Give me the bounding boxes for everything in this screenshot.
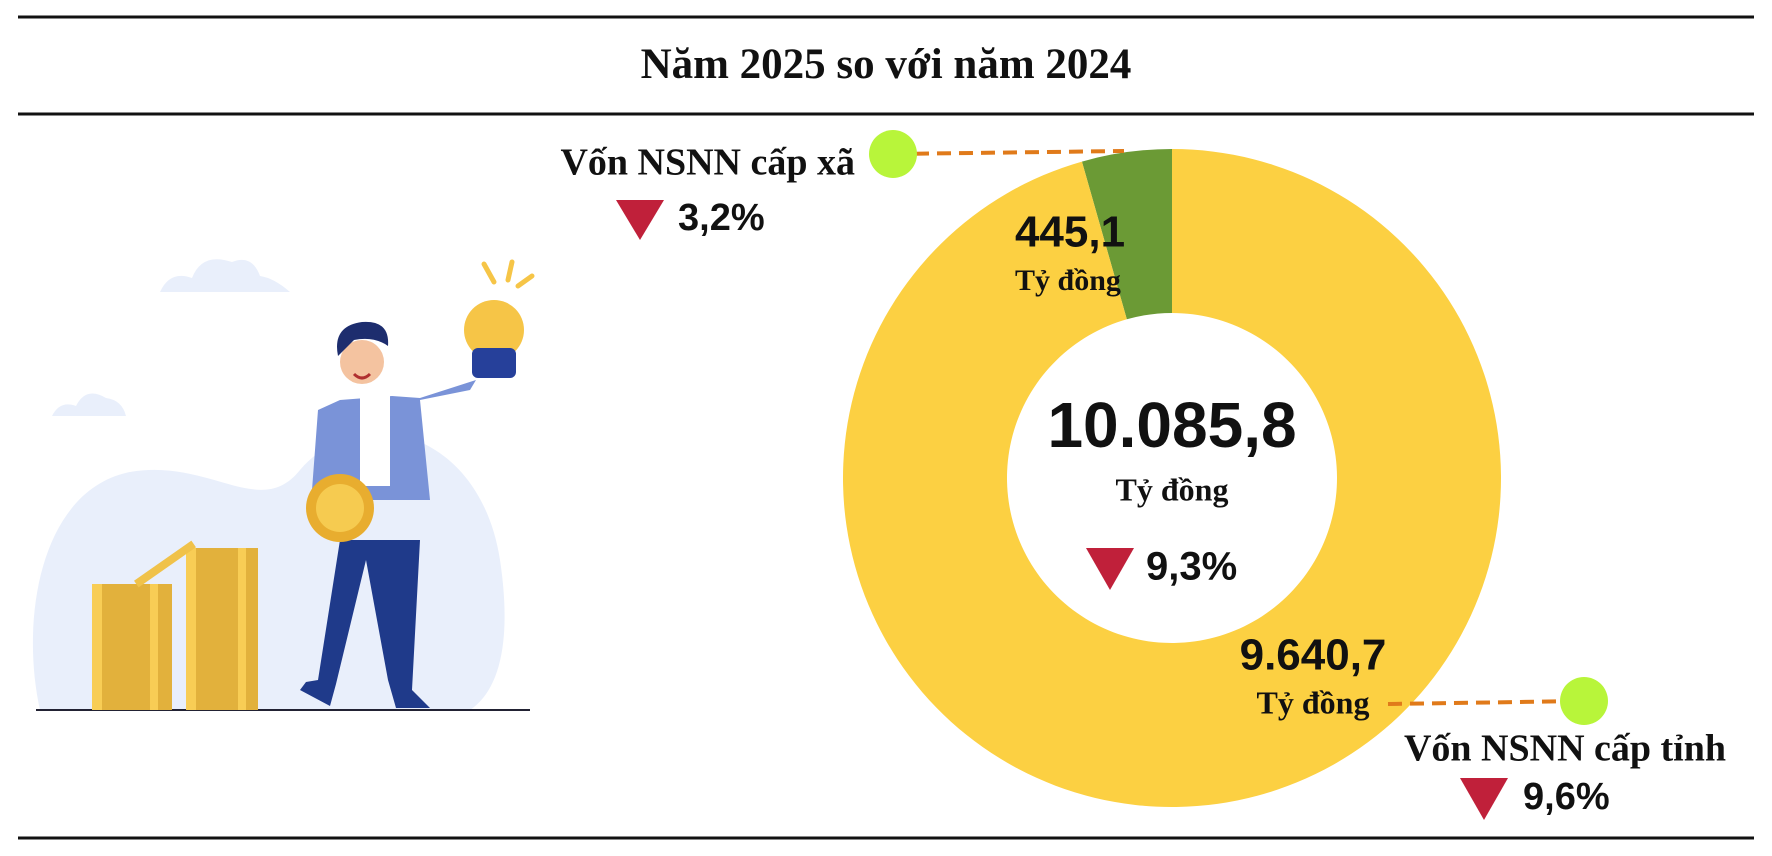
illustration [32, 259, 535, 711]
value-label: 9.640,7 [1240, 631, 1387, 680]
unit-label: Tỷ đồng [1015, 264, 1121, 297]
down-arrow [616, 200, 664, 240]
donut-slice [1081, 149, 1172, 320]
total-change-label: 9,3% [1146, 545, 1237, 589]
total-label: 10.085,8 [1047, 389, 1296, 461]
chart-title: Năm 2025 so với năm 2024 [641, 41, 1132, 88]
down-arrow [1460, 778, 1508, 820]
category-label: Vốn NSNN cấp tỉnh [1404, 728, 1726, 770]
leader-dot [1560, 677, 1608, 725]
donut [843, 149, 1501, 807]
change-label: 9,6% [1523, 776, 1610, 818]
category-label: Vốn NSNN cấp xã [560, 142, 855, 184]
leader-dot [869, 130, 917, 178]
leader-line [892, 149, 1125, 156]
value-label: 445,1 [1015, 208, 1125, 257]
donut-slice [843, 149, 1501, 807]
unit-label: Tỷ đồng [1116, 471, 1229, 507]
down-arrow [1086, 548, 1134, 590]
unit-label: Tỷ đồng [1257, 684, 1370, 720]
change-label: 3,2% [678, 197, 765, 239]
leader-line [1387, 699, 1585, 706]
